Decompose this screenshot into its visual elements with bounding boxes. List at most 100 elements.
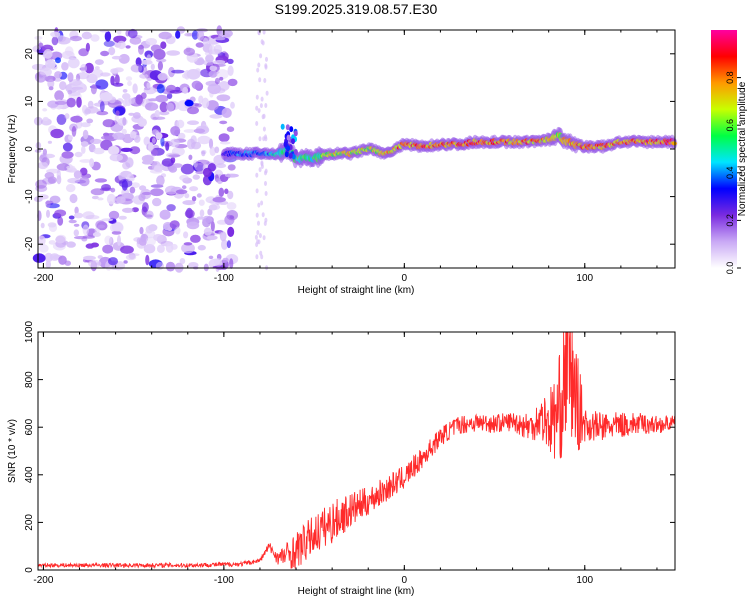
noise-blob (115, 110, 120, 116)
noise-blob (191, 30, 199, 40)
noise-blob (255, 121, 259, 126)
noise-blob (224, 188, 229, 195)
noise-blob (47, 140, 53, 144)
noise-blob (254, 234, 258, 240)
noise-blob (256, 67, 260, 73)
noise-blob (219, 141, 231, 145)
noise-blob (209, 146, 216, 156)
colorbar-tick-label: 0.4 (725, 167, 735, 180)
noise-blob (49, 195, 61, 204)
noise-blob (128, 112, 135, 116)
noise-blob (92, 232, 101, 237)
noise-blob (81, 145, 86, 154)
noise-blob (135, 94, 143, 105)
noise-blob (45, 59, 56, 70)
noise-blob (79, 159, 93, 163)
noise-blob (82, 129, 89, 140)
noise-blob (213, 60, 226, 64)
noise-blob (100, 72, 111, 77)
noise-blob (151, 137, 156, 144)
noise-blob (102, 244, 114, 254)
noise-blob (184, 99, 194, 107)
noise-blob (199, 209, 205, 217)
noise-blob (257, 108, 261, 114)
noise-blob (37, 235, 46, 246)
noise-blob (161, 158, 174, 167)
noise-blob (168, 165, 178, 173)
colorbar-tick-label: 0.2 (725, 214, 735, 227)
noise-blob (264, 168, 268, 174)
noise-blob (126, 173, 135, 182)
y-tick-label: 10 (24, 95, 35, 107)
noise-blob (258, 233, 262, 239)
noise-blob (150, 149, 158, 157)
noise-blob (43, 153, 56, 159)
noise-blob (65, 184, 76, 193)
noise-blob (104, 235, 112, 245)
noise-blob (214, 77, 220, 85)
noise-blob (94, 178, 107, 183)
noise-blob (208, 138, 214, 149)
noise-blob (121, 179, 128, 191)
noise-blob (76, 96, 82, 108)
noise-blob (196, 193, 202, 198)
noise-blob (97, 197, 104, 201)
noise-blob (156, 84, 165, 94)
y-tick-label: 600 (24, 418, 35, 435)
noise-blob (125, 76, 133, 81)
noise-blob (112, 132, 125, 140)
spectrogram-y-ticks: -20 -10 0 10 20 (24, 48, 675, 251)
noise-blob (84, 62, 94, 74)
noise-blob (68, 215, 75, 220)
noise-blob (265, 56, 268, 62)
noise-blob (66, 241, 76, 248)
noise-blob (167, 226, 173, 231)
noise-blob (73, 223, 80, 227)
noise-blob (45, 260, 51, 269)
noise-blob (111, 55, 122, 60)
noise-blob (149, 188, 164, 197)
noise-blob (129, 186, 136, 194)
noise-blob (117, 40, 126, 50)
noise-blob (257, 220, 260, 226)
noise-blob (42, 116, 49, 121)
noise-blob (71, 125, 77, 137)
noise-blob (259, 53, 263, 59)
noise-blob (258, 77, 262, 83)
noise-blob (56, 36, 71, 45)
snr-y-label: SNR (10 * v/v) (7, 419, 18, 483)
noise-blob (255, 212, 259, 218)
noise-blob (191, 196, 197, 202)
noise-blob (125, 254, 137, 261)
noise-blob (189, 186, 199, 192)
noise-blob (110, 75, 115, 86)
noise-blob (41, 44, 54, 52)
noise-blob (120, 245, 134, 254)
noise-blob (125, 157, 134, 168)
noise-blob (217, 180, 222, 185)
noise-blob (226, 202, 237, 210)
noise-blob (264, 103, 268, 108)
snr-panel: -200 -100 0 100 0 200 400 600 800 1000 Height of… (7, 320, 676, 597)
signal-blob (283, 141, 288, 148)
noise-blob (179, 258, 186, 265)
noise-blob (168, 154, 181, 158)
snr-y-ticks: 0 200 400 600 800 1000 (24, 320, 675, 573)
noise-blob (103, 40, 115, 47)
noise-blob (139, 226, 144, 235)
noise-blob (255, 188, 259, 194)
noise-blob (216, 163, 227, 169)
noise-blob (85, 42, 90, 52)
noise-blob (264, 191, 268, 196)
noise-blob (125, 45, 131, 49)
noise-blob (174, 226, 181, 235)
noise-blob (264, 181, 267, 186)
noise-blob (192, 174, 200, 180)
noise-blob (166, 93, 173, 99)
noise-blob (66, 165, 76, 170)
noise-blob (165, 141, 170, 151)
x-tick-label: -200 (33, 575, 53, 586)
noise-blob (117, 235, 121, 246)
noise-blob (49, 253, 60, 261)
